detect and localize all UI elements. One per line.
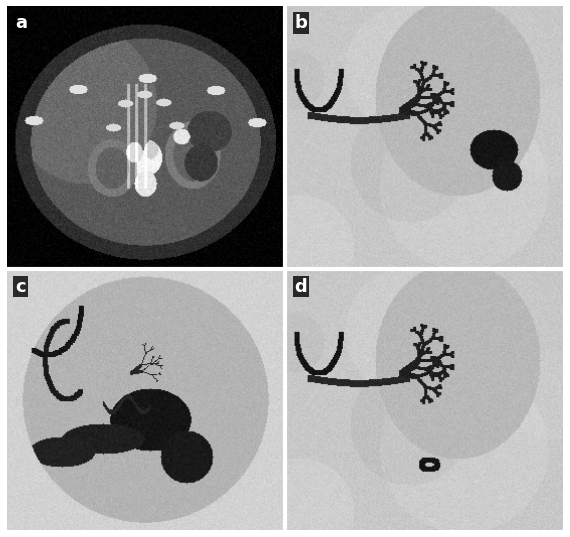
Text: b: b bbox=[295, 14, 308, 32]
Text: d: d bbox=[295, 278, 307, 296]
Text: a: a bbox=[15, 14, 27, 32]
Text: c: c bbox=[15, 278, 26, 296]
